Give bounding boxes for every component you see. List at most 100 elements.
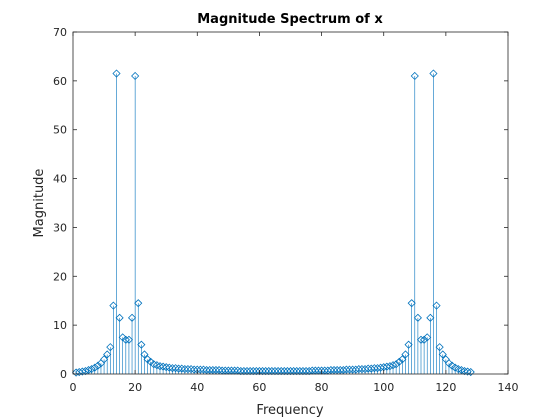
x-tick-label: 0 [70,381,77,394]
x-tick-label: 60 [252,381,266,394]
stem-marker [174,364,183,373]
stem-marker [100,355,109,364]
stem-marker [444,359,454,368]
x-tick-label: 20 [128,381,142,394]
stem-marker [367,364,376,373]
stem-marker [292,367,301,376]
stem-marker [460,367,469,376]
y-tick-label: 10 [53,319,67,332]
stem-marker [149,360,158,369]
stem-marker [84,366,93,375]
stem-marker [270,367,280,376]
y-tick-label: 0 [60,368,67,381]
stem-marker [345,365,354,374]
stem-marker [236,367,245,376]
y-tick-label: 70 [53,26,67,39]
stem-marker [277,367,286,376]
stem-marker [410,71,419,81]
stem-marker [118,333,127,342]
stem-marker [239,367,248,376]
stem-marker [370,364,379,373]
x-tick-label: 40 [190,381,204,394]
stem-marker [242,367,252,376]
stem-marker [376,363,385,372]
stem-marker [115,313,124,322]
x-tick-label: 100 [373,381,394,394]
stem-marker [196,365,205,374]
stem-marker [264,367,273,376]
stem-marker [81,367,90,376]
stem-marker [187,365,196,374]
stem-marker [357,365,367,374]
stem-marker [407,299,416,308]
stem-marker [333,366,342,375]
stem-marker [361,365,370,374]
stem-marker [413,313,422,322]
stem-marker [159,362,168,371]
stem-marker [109,301,118,310]
stem-marker [329,366,339,375]
stem-marker [404,340,413,349]
y-tick-label: 20 [53,270,67,283]
stem-marker [432,301,441,310]
stem-marker [103,350,112,359]
stem-marker [401,350,410,359]
stem-marker [246,367,255,376]
y-axis-ticks: 0 10 20 30 40 50 60 70 [53,26,508,381]
stem-marker [87,365,96,374]
x-axis-ticks: 0 20 40 60 80 100 120 140 [70,32,519,394]
stem-marker [131,71,140,81]
stem-marker [326,366,335,375]
stem-marker [298,367,307,376]
stem-marker [202,366,211,375]
x-tick-label: 120 [435,381,456,394]
stem-marker [183,365,193,374]
stem-marker [373,364,382,373]
stem-marker [127,313,137,322]
stem-marker [211,366,220,375]
stem-marker [426,313,435,322]
stem-marker [180,365,189,374]
stem-marker [90,363,99,372]
stem-marker [454,365,463,374]
stem-marker [388,361,398,370]
stem-marker [336,366,345,375]
stem-marker [354,365,363,374]
stem-marker [348,365,357,374]
stem-marker [438,350,447,359]
stem-marker [258,367,267,376]
stem-marker [283,367,292,376]
stem-marker [249,367,258,376]
stem-marker [395,357,404,366]
marker-series [72,69,475,377]
stem-marker [146,357,155,366]
stem-marker [121,335,130,344]
stem-marker [165,363,174,372]
stem-marker [112,69,121,78]
stem-marker [385,362,394,371]
x-tick-label: 140 [498,381,519,394]
stem-marker [364,364,373,373]
stem-marker [398,355,407,364]
x-axis-label: Frequency [256,403,323,418]
stem-marker [208,366,217,375]
stem-marker [255,367,264,376]
stem-marker [286,367,295,376]
stem-marker [124,335,133,344]
stem-marker [295,367,304,376]
stem-marker [457,366,466,375]
stem-marker [339,366,348,375]
stem-marker [420,335,429,344]
stem-marker [106,343,115,352]
stem-marker [171,364,180,373]
stem-marker [214,366,224,375]
stem-marker [280,367,289,376]
stem-marker [435,343,444,352]
stem-marker [137,340,146,349]
stem-marker [140,350,149,359]
stem-marker [267,367,276,376]
stem-marker [463,367,472,376]
stem-marker [155,362,165,371]
chart-title: Magnitude Spectrum of x [197,12,383,27]
